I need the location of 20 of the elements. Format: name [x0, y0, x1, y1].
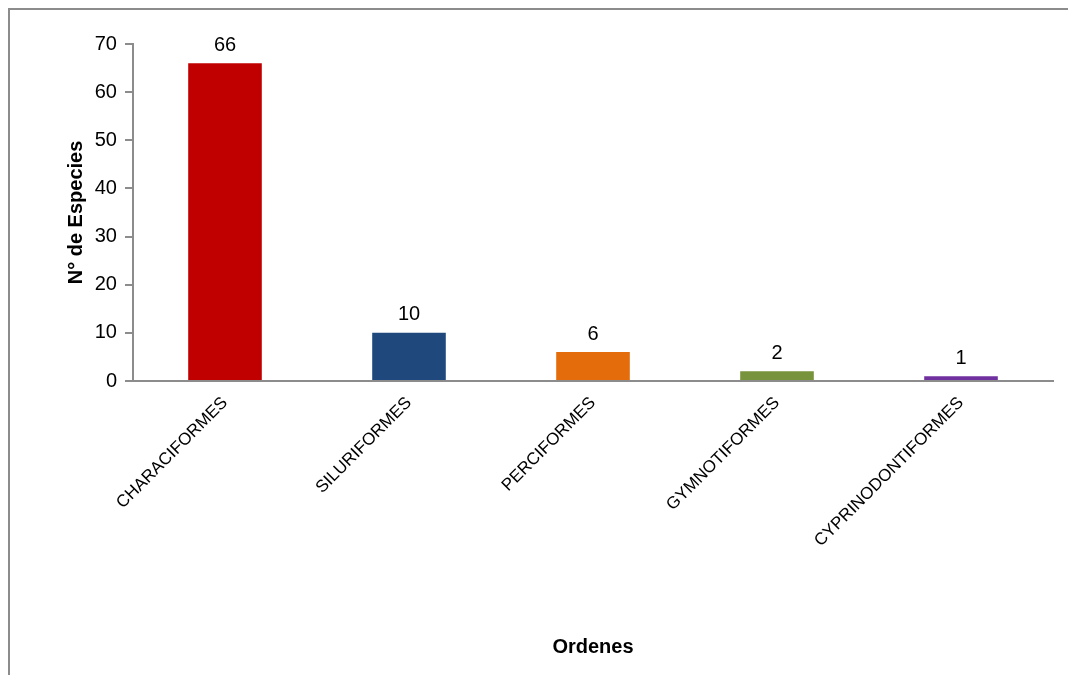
bar — [188, 63, 262, 380]
data-label: 10 — [397, 302, 421, 325]
bar — [556, 352, 630, 380]
y-tick-label: 60 — [94, 79, 117, 102]
y-tick-label: 50 — [94, 127, 117, 150]
x-axis-title: Ordenes — [552, 634, 634, 657]
y-tick-label: 70 — [94, 31, 117, 54]
data-label: 1 — [955, 345, 967, 368]
y-tick-label: 30 — [94, 224, 117, 247]
y-axis-title: N° de Especies — [63, 140, 86, 285]
bar — [372, 332, 446, 380]
y-tick-label: 40 — [94, 175, 117, 198]
data-label: 6 — [587, 321, 599, 344]
y-tick-label: 0 — [105, 368, 117, 391]
data-label: 66 — [213, 32, 237, 55]
y-tick-label: 20 — [94, 272, 117, 295]
y-tick-label: 10 — [94, 320, 117, 343]
bar — [740, 371, 814, 380]
bar — [924, 376, 998, 380]
data-label: 2 — [771, 340, 783, 363]
